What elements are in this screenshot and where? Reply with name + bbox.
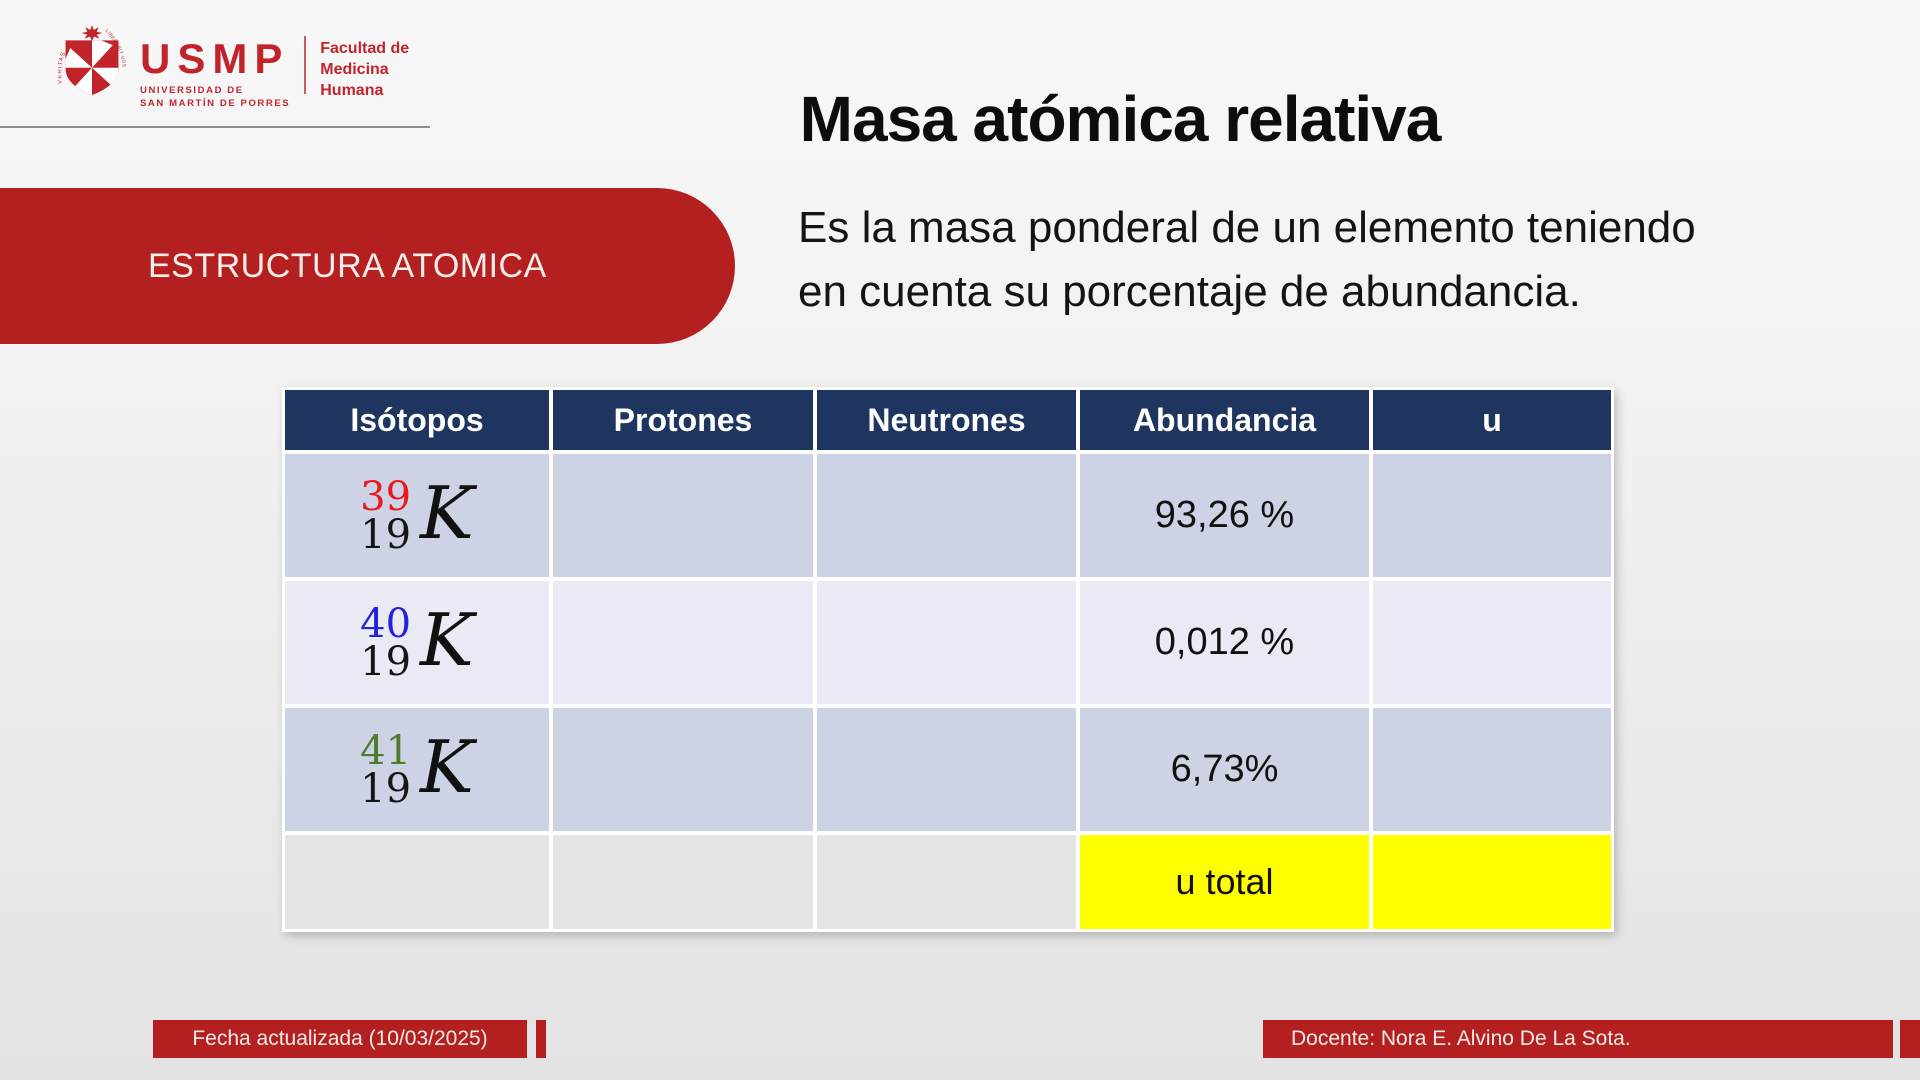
usmp-university-name: UNIVERSIDAD DE SAN MARTÍN DE PORRES <box>140 85 291 109</box>
empty-cell <box>553 835 813 929</box>
footer-docente-box: Docente: Nora E. Alvino De La Sota. <box>1263 1020 1893 1058</box>
header-protones: Protones <box>553 390 813 450</box>
empty-cell <box>553 708 813 831</box>
header-u: u <box>1373 390 1611 450</box>
abundance-cell: 0,012 % <box>1080 581 1369 704</box>
mass-number: 39 <box>360 473 412 520</box>
header-isotopos: Isótopos <box>285 390 549 450</box>
footer-date-box: Fecha actualizada (10/03/2025) <box>153 1020 527 1058</box>
footer-date-label: Fecha actualizada (10/03/2025) <box>192 1027 488 1050</box>
star-icon <box>81 25 103 42</box>
empty-cell <box>553 581 813 704</box>
element-symbol: K <box>420 724 474 809</box>
motto-left-text: VERITAS <box>58 50 67 84</box>
mass-number: 41 <box>360 727 412 774</box>
empty-cell <box>817 835 1076 929</box>
mass-number: 40 <box>360 600 412 647</box>
section-banner: ESTRUCTURA ATOMICA <box>0 188 735 344</box>
logo-divider <box>304 36 307 94</box>
u-total-cell: u total <box>1080 835 1369 929</box>
empty-cell <box>285 835 549 929</box>
atomic-number: 19 <box>360 765 412 812</box>
isotope-cell-k39: 39 19 K <box>285 454 549 577</box>
empty-cell <box>1373 708 1611 831</box>
isotope-cell-k40: 40 19 K <box>285 581 549 704</box>
svg-text:VERITAS: VERITAS <box>58 50 67 84</box>
usmp-shield-icon: VERITAS LIBERABIT VOS <box>58 25 126 96</box>
empty-cell <box>1373 454 1611 577</box>
isotope-cell-k41: 41 19 K <box>285 708 549 831</box>
empty-cell <box>817 708 1076 831</box>
body-line-1: Es la masa ponderal de un elemento tenie… <box>798 203 1696 252</box>
element-symbol: K <box>420 597 474 682</box>
footer-accent-bar-right <box>1900 1020 1920 1058</box>
isotope-numbers: 40 19 <box>360 600 412 685</box>
usmp-logo: VERITAS LIBERABIT VOS USMP UNIVERSIDAD D… <box>58 24 409 111</box>
element-symbol: K <box>420 470 474 555</box>
atomic-number: 19 <box>360 511 412 558</box>
usmp-wordmark: USMP UNIVERSIDAD DE SAN MARTÍN DE PORRES <box>140 38 290 111</box>
u-total-value-cell <box>1373 835 1611 929</box>
footer-docente-label: Docente: Nora E. Alvino De La Sota. <box>1291 1027 1631 1050</box>
faculty-name: Facultad de Medicina Humana <box>320 40 410 100</box>
section-banner-label: ESTRUCTURA ATOMICA <box>148 246 547 285</box>
abundance-cell: 6,73% <box>1080 708 1369 831</box>
empty-cell <box>817 581 1076 704</box>
atomic-number: 19 <box>360 638 412 685</box>
isotope-numbers: 39 19 <box>360 473 412 558</box>
footer-accent-bar-left <box>536 1020 546 1058</box>
isotopes-table: Isótopos Protones Neutrones Abundancia u… <box>282 387 1614 932</box>
empty-cell <box>817 454 1076 577</box>
abundance-cell: 93,26 % <box>1080 454 1369 577</box>
isotope-numbers: 41 19 <box>360 727 412 812</box>
header-abundancia: Abundancia <box>1080 390 1369 450</box>
usmp-acronym: USMP <box>140 35 290 82</box>
body-line-2: en cuenta su porcentaje de abundancia. <box>798 266 1581 316</box>
header-neutrones: Neutrones <box>817 390 1076 450</box>
empty-cell <box>1373 581 1611 704</box>
page-title: Masa atómica relativa <box>799 83 1442 155</box>
logo-underline <box>0 126 430 128</box>
body-text: Es la masa ponderal de un elemento tenie… <box>798 196 1888 324</box>
empty-cell <box>553 454 813 577</box>
